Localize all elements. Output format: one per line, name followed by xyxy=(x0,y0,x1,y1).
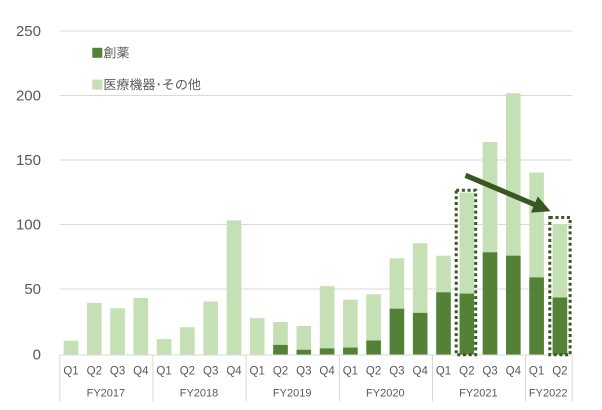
svg-text:250: 250 xyxy=(16,23,41,40)
svg-text:Q4: Q4 xyxy=(506,366,522,378)
svg-text:FY2022: FY2022 xyxy=(529,388,568,400)
svg-text:100: 100 xyxy=(16,217,41,234)
svg-text:Q3: Q3 xyxy=(482,366,497,378)
svg-text:Q2: Q2 xyxy=(459,366,474,378)
svg-text:200: 200 xyxy=(16,88,41,105)
svg-text:Q2: Q2 xyxy=(552,366,567,378)
svg-text:Q3: Q3 xyxy=(296,366,311,378)
svg-text:Q2: Q2 xyxy=(87,366,102,378)
svg-text:Q4: Q4 xyxy=(226,366,242,378)
svg-text:150: 150 xyxy=(16,152,41,169)
svg-text:Q3: Q3 xyxy=(389,366,404,378)
svg-text:0: 0 xyxy=(33,347,41,364)
svg-text:50: 50 xyxy=(24,281,41,298)
svg-text:FY2017: FY2017 xyxy=(87,388,126,400)
svg-text:Q3: Q3 xyxy=(203,366,218,378)
svg-text:Q1: Q1 xyxy=(156,366,171,378)
svg-text:Q1: Q1 xyxy=(529,366,544,378)
svg-text:FY2021: FY2021 xyxy=(459,388,498,400)
svg-text:Q1: Q1 xyxy=(343,366,358,378)
svg-text:Q1: Q1 xyxy=(63,366,78,378)
svg-text:FY2018: FY2018 xyxy=(180,388,219,400)
svg-text:Q2: Q2 xyxy=(366,366,381,378)
svg-text:Q4: Q4 xyxy=(319,366,335,378)
svg-text:Q2: Q2 xyxy=(273,366,288,378)
svg-text:Q2: Q2 xyxy=(180,366,195,378)
svg-text:FY2020: FY2020 xyxy=(366,388,405,400)
svg-text:Q3: Q3 xyxy=(110,366,125,378)
svg-text:Q1: Q1 xyxy=(250,366,265,378)
svg-text:Q1: Q1 xyxy=(436,366,451,378)
svg-text:Q4: Q4 xyxy=(133,366,149,378)
svg-text:FY2019: FY2019 xyxy=(273,388,312,400)
svg-text:Q4: Q4 xyxy=(413,366,429,378)
